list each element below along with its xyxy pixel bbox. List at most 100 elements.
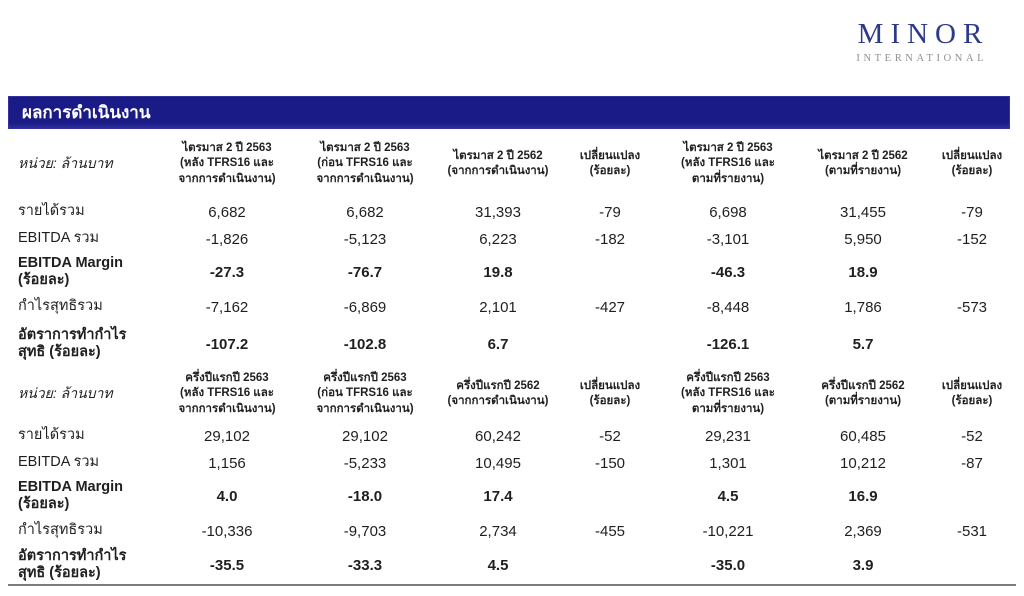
column-header: ครึ่งปีแรกปี 2563 (หลัง TFRS16 และ ตามที…	[681, 372, 775, 415]
value-cell: 10,212	[840, 454, 886, 472]
value-cell: 1,301	[709, 454, 747, 472]
value-cell: 5,950	[844, 230, 882, 248]
row-label: รายได้รวม	[18, 427, 85, 444]
value-cell: -102.8	[343, 335, 387, 353]
value-cell: -531	[956, 522, 988, 540]
value-cell: -107.2	[205, 335, 249, 353]
value-cell: 10,495	[475, 454, 521, 472]
value-cell: 4.0	[216, 487, 238, 505]
row-label: EBITDA Margin (ร้อยละ)	[18, 254, 123, 288]
value-cell: -427	[594, 298, 626, 316]
unit-label: หน่วย: ล้านบาท	[18, 155, 113, 171]
value-cell: -150	[594, 454, 626, 472]
column-header: ครึ่งปีแรกปี 2563 (หลัง TFRS16 และ จากกา…	[178, 372, 276, 415]
value-cell: 2,734	[479, 522, 517, 540]
value-cell: 6,223	[479, 230, 517, 248]
value-cell: 31,393	[475, 203, 521, 221]
value-cell: 17.4	[483, 487, 513, 505]
column-header: เปลี่ยนแปลง (ร้อยละ)	[941, 379, 1003, 407]
value-cell: 4.5	[487, 556, 509, 574]
logo-subtitle-text: INTERNATIONAL	[856, 53, 988, 64]
value-cell: 31,455	[840, 203, 886, 221]
column-header-row: หน่วย: ล้านบาท ไตรมาส 2 ปี 2563 (หลัง TFR…	[8, 130, 1016, 198]
minor-international-logo: MINOR INTERNATIONAL	[840, 20, 1000, 65]
logo-brand-text: MINOR	[857, 18, 990, 50]
row-label: EBITDA รวม	[18, 454, 100, 471]
value-cell: 60,242	[475, 427, 521, 445]
row-label: อัตราการทำกำไร สุทธิ (ร้อยละ)	[18, 547, 127, 581]
value-cell: 2,101	[479, 298, 517, 316]
value-cell: -33.3	[347, 556, 383, 574]
column-header: ไตรมาส 2 ปี 2562 (ตามที่รายงาน)	[818, 149, 908, 177]
column-header-row: หน่วย: ล้านบาท ครึ่งปีแรกปี 2563 (หลัง TF…	[8, 366, 1016, 422]
value-cell: -6,869	[343, 298, 387, 316]
table-row: EBITDA รวม -1,826 -5,123 6,223 -182 -3,101 5,9…	[8, 226, 1016, 252]
value-cell: -52	[961, 427, 983, 445]
value-cell: -8,448	[706, 298, 750, 316]
value-cell: -182	[594, 230, 626, 248]
section-title-bar: ผลการดำเนินงาน	[8, 96, 1010, 129]
value-cell: 1,786	[844, 298, 882, 316]
value-cell: -152	[956, 230, 988, 248]
section-title: ผลการดำเนินงาน	[22, 103, 151, 122]
column-header: ไตรมาส 2 ปี 2563 (ก่อน TFRS16 และ จากการ…	[316, 142, 414, 185]
value-cell: 6.7	[487, 335, 509, 353]
row-label: EBITDA รวม	[18, 230, 100, 247]
value-cell: -3,101	[706, 230, 750, 248]
table-row: EBITDA Margin (ร้อยละ) 4.0 -18.0 17.4 4.5 16.…	[8, 476, 1016, 516]
value-cell: -79	[599, 203, 621, 221]
value-cell: 6,682	[346, 203, 384, 221]
operating-results-table: หน่วย: ล้านบาท ไตรมาส 2 ปี 2563 (หลัง TFR…	[8, 130, 1016, 584]
table-row: รายได้รวม 29,102 29,102 60,242 -52 29,231 60,4…	[8, 422, 1016, 450]
row-label: กำไรสุทธิรวม	[18, 522, 103, 539]
value-cell: 29,102	[342, 427, 388, 445]
value-cell: -79	[961, 203, 983, 221]
value-cell: -87	[961, 454, 983, 472]
value-cell: 29,102	[204, 427, 250, 445]
value-cell: 29,231	[705, 427, 751, 445]
table-row: EBITDA รวม 1,156 -5,233 10,495 -150 1,301 10,2…	[8, 450, 1016, 476]
table-row: อัตราการทำกำไร สุทธิ (ร้อยละ) -107.2 -102.…	[8, 322, 1016, 366]
column-header: เปลี่ยนแปลง (ร้อยละ)	[579, 149, 641, 177]
value-cell: 19.8	[483, 263, 513, 281]
column-header: เปลี่ยนแปลง (ร้อยละ)	[579, 379, 641, 407]
value-cell: -7,162	[205, 298, 249, 316]
value-cell: -76.7	[347, 263, 383, 281]
value-cell: -10,221	[702, 522, 754, 540]
column-header: ครึ่งปีแรกปี 2562 (ตามที่รายงาน)	[821, 379, 905, 407]
row-label: รายได้รวม	[18, 203, 85, 220]
value-cell: -1,826	[205, 230, 249, 248]
value-cell: 6,698	[709, 203, 747, 221]
value-cell: 18.9	[848, 263, 878, 281]
column-header: ไตรมาส 2 ปี 2562 (จากการดำเนินงาน)	[447, 149, 549, 177]
value-cell: -573	[956, 298, 988, 316]
unit-label: หน่วย: ล้านบาท	[18, 385, 113, 401]
value-cell: -5,123	[343, 230, 387, 248]
row-label: อัตราการทำกำไร สุทธิ (ร้อยละ)	[18, 326, 127, 360]
value-cell: -126.1	[706, 335, 750, 353]
value-cell: -9,703	[343, 522, 387, 540]
value-cell: 60,485	[840, 427, 886, 445]
row-label: EBITDA Margin (ร้อยละ)	[18, 478, 123, 512]
value-cell: -52	[599, 427, 621, 445]
column-header: เปลี่ยนแปลง (ร้อยละ)	[941, 149, 1003, 177]
value-cell: -5,233	[343, 454, 387, 472]
value-cell: 4.5	[717, 487, 739, 505]
value-cell: 1,156	[208, 454, 246, 472]
row-label: กำไรสุทธิรวม	[18, 298, 103, 315]
value-cell: -27.3	[209, 263, 245, 281]
value-cell: 16.9	[848, 487, 878, 505]
value-cell: 2,369	[844, 522, 882, 540]
table-bottom-rule	[8, 584, 1016, 586]
table-row: กำไรสุทธิรวม -7,162 -6,869 2,101 -427 -8,448 1…	[8, 292, 1016, 322]
table-row: อัตราการทำกำไร สุทธิ (ร้อยละ) -35.5 -33.3 4…	[8, 546, 1016, 584]
table-row: กำไรสุทธิรวม -10,336 -9,703 2,734 -455 -10,22…	[8, 516, 1016, 546]
value-cell: -35.0	[710, 556, 746, 574]
table-row: EBITDA Margin (ร้อยละ) -27.3 -76.7 19.8 -46.…	[8, 252, 1016, 292]
column-header: ไตรมาส 2 ปี 2563 (หลัง TFRS16 และ ตามที่…	[681, 142, 775, 185]
value-cell: 3.9	[852, 556, 874, 574]
column-header: ไตรมาส 2 ปี 2563 (หลัง TFRS16 และ จากการ…	[178, 142, 276, 185]
table-row: รายได้รวม 6,682 6,682 31,393 -79 6,698 31,455 -…	[8, 198, 1016, 226]
value-cell: -18.0	[347, 487, 383, 505]
value-cell: 6,682	[208, 203, 246, 221]
